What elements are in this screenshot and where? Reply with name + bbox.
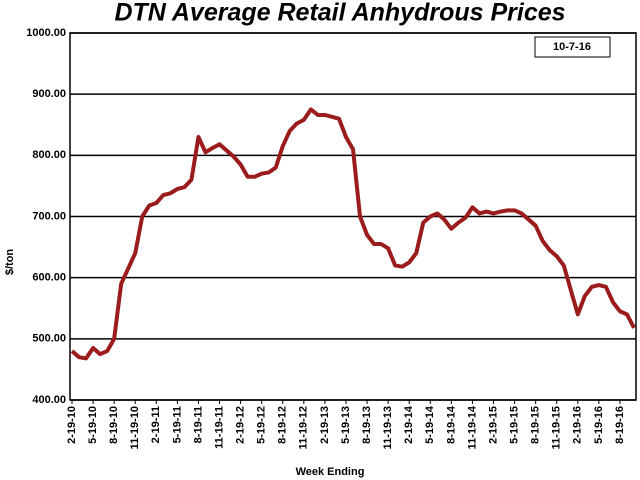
- y-tick-label: 800.00: [32, 149, 66, 161]
- x-tick-label: 5-19-14: [424, 405, 436, 444]
- x-tick-label: 8-19-14: [445, 405, 457, 444]
- x-tick-label: 5-19-16: [593, 406, 605, 444]
- annotation-box: [534, 36, 611, 58]
- x-tick-label: 5-19-10: [87, 406, 99, 444]
- annotation: 10-7-16: [553, 41, 591, 53]
- x-axis-label: Week Ending: [296, 466, 365, 478]
- x-tick-label: 11-19-12: [298, 406, 310, 449]
- y-axis-label: $/ton: [4, 249, 16, 276]
- y-tick-label: 700.00: [32, 210, 66, 222]
- x-tick-label: 8-19-13: [361, 406, 373, 444]
- y-tick-label: 900.00: [32, 88, 66, 100]
- x-tick-label: 2-19-15: [487, 406, 499, 444]
- x-tick-label: 11-19-13: [382, 406, 394, 449]
- x-tick-label: 2-19-13: [319, 406, 331, 444]
- x-tick-label: 5-19-11: [171, 406, 183, 443]
- x-tick-label: 5-19-12: [256, 406, 268, 444]
- x-tick-label: 11-19-15: [551, 406, 563, 449]
- x-tick-label: 5-19-13: [340, 406, 352, 444]
- chart-title: DTN Average Retail Anhydrous Prices: [114, 0, 565, 27]
- x-tick-label: 8-19-15: [530, 406, 542, 444]
- x-tick-label: 11-19-11: [213, 406, 225, 449]
- y-tick-label: 1000.00: [26, 27, 66, 39]
- x-tick-label: 5-19-15: [508, 406, 520, 444]
- x-tick-label: 2-19-14: [403, 405, 415, 444]
- x-tick-label: 8-19-11: [192, 406, 204, 443]
- x-tick-label: 11-19-14: [466, 405, 478, 449]
- x-tick-label: 2-19-16: [572, 406, 584, 444]
- x-tick-label: 2-19-10: [66, 406, 78, 444]
- line-series: [70, 107, 636, 361]
- x-tick-label: 8-19-12: [277, 406, 289, 444]
- x-tick-label: 8-19-16: [614, 406, 626, 444]
- x-tick-label: 2-19-11: [150, 406, 162, 443]
- x-tick-label: 8-19-10: [108, 406, 120, 444]
- y-tick-label: 400.00: [32, 394, 66, 406]
- y-tick-label: 600.00: [32, 272, 66, 284]
- x-tick-label: 2-19-12: [235, 406, 247, 444]
- y-tick-label: 500.00: [32, 333, 66, 345]
- x-tick-label: 11-19-10: [129, 406, 141, 449]
